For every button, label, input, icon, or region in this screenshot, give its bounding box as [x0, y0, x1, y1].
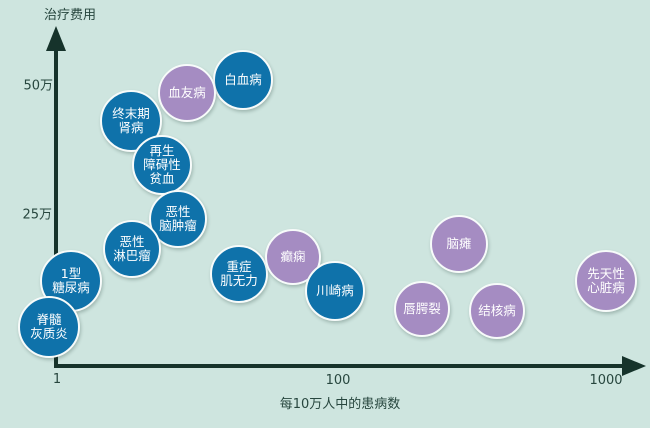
bubble-label: 川崎病 [316, 283, 354, 298]
bubble-myasthenia-gravis: 重症 肌无力 [210, 245, 268, 303]
bubble-label: 心脏病 [587, 280, 625, 295]
bubble-label: 1型 [60, 266, 82, 281]
bubble-lymphoma: 恶性 淋巴瘤 [103, 220, 161, 278]
x-axis-line [54, 364, 624, 368]
bubble-congenital-heart-disease: 先天性 心脏病 [575, 250, 637, 312]
y-tick-25wan: 25万 [22, 207, 52, 223]
bubble-label: 癫痫 [280, 249, 306, 264]
bubble-label: 糖尿病 [52, 280, 90, 295]
x-tick-1000: 1000 [589, 373, 623, 388]
x-axis-title: 每10万人中的患病数 [279, 397, 401, 412]
x-tick-1: 1 [52, 372, 62, 387]
x-tick-100: 100 [325, 373, 351, 388]
bubble-label: 脊髓 [36, 312, 62, 327]
bubble-cleft-lip-palate: 唇腭裂 [394, 281, 450, 337]
bubble-label: 灰质炎 [30, 326, 68, 341]
bubble-label: 先天性 [587, 266, 625, 281]
bubble-label: 障碍性 [143, 157, 181, 172]
bubble-label: 结核病 [478, 303, 516, 318]
bubble-label: 恶性 [165, 204, 191, 219]
y-axis-title: 治疗费用 [44, 8, 97, 23]
bubble-tuberculosis: 结核病 [469, 283, 525, 339]
y-axis-arrow-up-icon [46, 26, 66, 51]
bubble-label: 肾病 [118, 120, 144, 135]
bubble-aplastic-anemia: 再生 障碍性 贫血 [132, 135, 192, 195]
bubble-label: 肌无力 [220, 273, 258, 288]
bubble-kawasaki: 川崎病 [305, 261, 365, 321]
bubble-label: 白血病 [224, 72, 262, 87]
bubble-label: 再生 [149, 143, 175, 158]
bubble-label: 血友病 [168, 85, 206, 100]
bubble-label: 恶性 [119, 234, 145, 249]
bubble-hemophilia: 血友病 [158, 64, 216, 122]
bubble-label: 脑肿瘤 [159, 218, 197, 233]
bubble-esrd: 终末期 肾病 [100, 90, 162, 152]
bubble-cerebral-palsy: 脑瘫 [430, 215, 488, 273]
bubble-label: 终末期 [112, 106, 150, 121]
bubble-leukemia: 白血病 [213, 50, 273, 110]
y-axis-line [54, 44, 58, 368]
y-tick-50wan: 50万 [23, 78, 53, 94]
bubble-label: 淋巴瘤 [113, 248, 151, 263]
bubble-label: 脑瘫 [446, 236, 472, 251]
x-axis-arrow-right-icon [622, 356, 646, 376]
bubble-label: 唇腭裂 [403, 301, 441, 316]
bubble-label: 贫血 [149, 171, 175, 186]
bubble-label: 重症 [226, 259, 252, 274]
bubble-polio: 脊髓 灰质炎 [18, 296, 80, 358]
